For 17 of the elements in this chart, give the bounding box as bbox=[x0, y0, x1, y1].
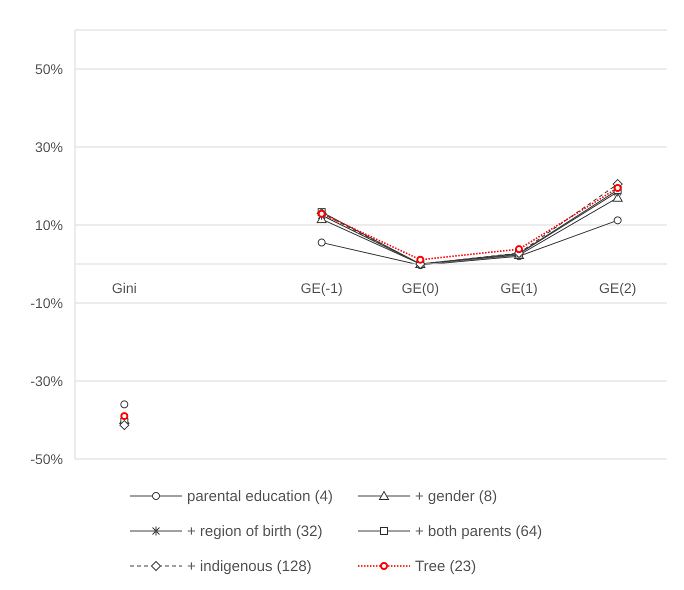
y-tick-label: 10% bbox=[34, 216, 63, 233]
x-tick-label: GE(0) bbox=[402, 280, 440, 296]
legend-label: + both parents (64) bbox=[415, 522, 542, 540]
x-tick-label: GE(1) bbox=[500, 280, 538, 296]
x-tick-label: GE(2) bbox=[598, 280, 636, 296]
y-tick-label: -30% bbox=[30, 372, 63, 389]
legend-label: + indigenous (128) bbox=[187, 558, 312, 574]
legend-label: + region of birth (32) bbox=[187, 522, 322, 540]
y-tick-label: 30% bbox=[34, 138, 63, 155]
legend-label: + gender (8) bbox=[415, 488, 498, 504]
y-tick-label: 50% bbox=[34, 60, 63, 77]
y-tick-label: -10% bbox=[30, 294, 63, 311]
y-tick-label: -50% bbox=[30, 450, 63, 467]
x-tick-label: Gini bbox=[112, 280, 137, 296]
x-tick-label: GE(-1) bbox=[300, 280, 343, 296]
legend-label: parental education (4) bbox=[187, 488, 333, 504]
legend-label: Tree (23) bbox=[415, 558, 476, 574]
